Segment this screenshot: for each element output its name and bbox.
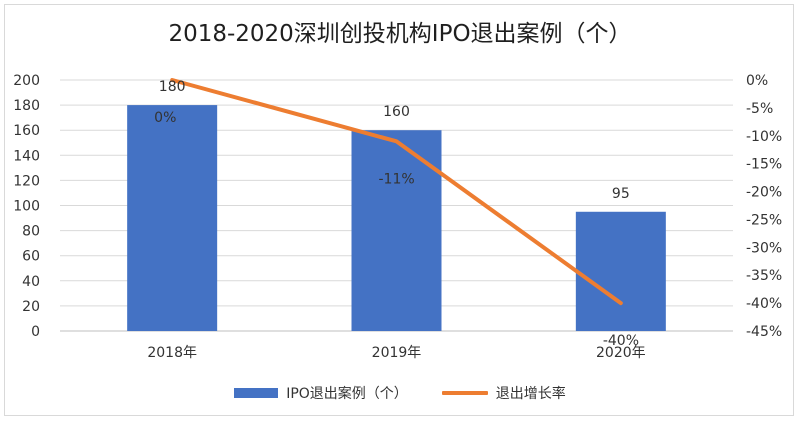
left-tick-label: 20	[22, 299, 40, 315]
left-tick-label: 140	[13, 148, 40, 164]
right-tick-label: -5%	[746, 101, 773, 117]
right-tick-label: -40%	[746, 296, 782, 312]
right-tick-label: -15%	[746, 157, 782, 173]
left-tick-label: 80	[22, 224, 40, 240]
legend-swatch-bar	[234, 388, 279, 398]
right-tick-label: -30%	[746, 240, 782, 256]
bar-data-label: 180	[159, 79, 186, 95]
chart-title: 2018-2020深圳创投机构IPO退出案例（个）	[168, 21, 632, 47]
legend-swatch-line	[441, 391, 488, 395]
legend-item-line: 退出增长率	[441, 383, 566, 403]
right-tick-label: -35%	[746, 268, 782, 284]
left-tick-label: 100	[13, 199, 40, 215]
legend: IPO退出案例（个） 退出增长率	[0, 383, 800, 403]
left-tick-label: 180	[13, 98, 40, 114]
right-tick-label: -10%	[746, 129, 782, 145]
left-tick-label: 120	[13, 173, 40, 189]
bar-data-label: 95	[612, 186, 630, 202]
left-tick-label: 160	[13, 123, 40, 139]
bar	[351, 130, 442, 331]
growth-line	[170, 78, 623, 306]
category-label: 2019年	[372, 345, 422, 361]
left-tick-label: 40	[22, 274, 40, 290]
right-tick-label: -20%	[746, 185, 782, 201]
bar	[127, 105, 218, 331]
right-tick-label: 0%	[746, 73, 768, 89]
line-data-label: -11%	[379, 171, 415, 187]
legend-label-line: 退出增长率	[495, 386, 566, 402]
left-tick-label: 60	[22, 249, 40, 265]
category-label: 2020年	[596, 345, 646, 361]
legend-item-bar: IPO退出案例（个）	[234, 383, 408, 403]
line-data-label: 0%	[154, 110, 176, 126]
left-tick-label: 0	[31, 324, 40, 340]
bar	[575, 211, 666, 331]
left-tick-label: 200	[13, 73, 40, 89]
category-label: 2018年	[147, 345, 197, 361]
legend-label-bar: IPO退出案例（个）	[286, 386, 408, 402]
right-tick-label: -25%	[746, 212, 782, 228]
line-data-label: -40%	[603, 333, 639, 349]
bar-data-label: 160	[383, 104, 410, 120]
right-tick-label: -45%	[746, 324, 782, 340]
